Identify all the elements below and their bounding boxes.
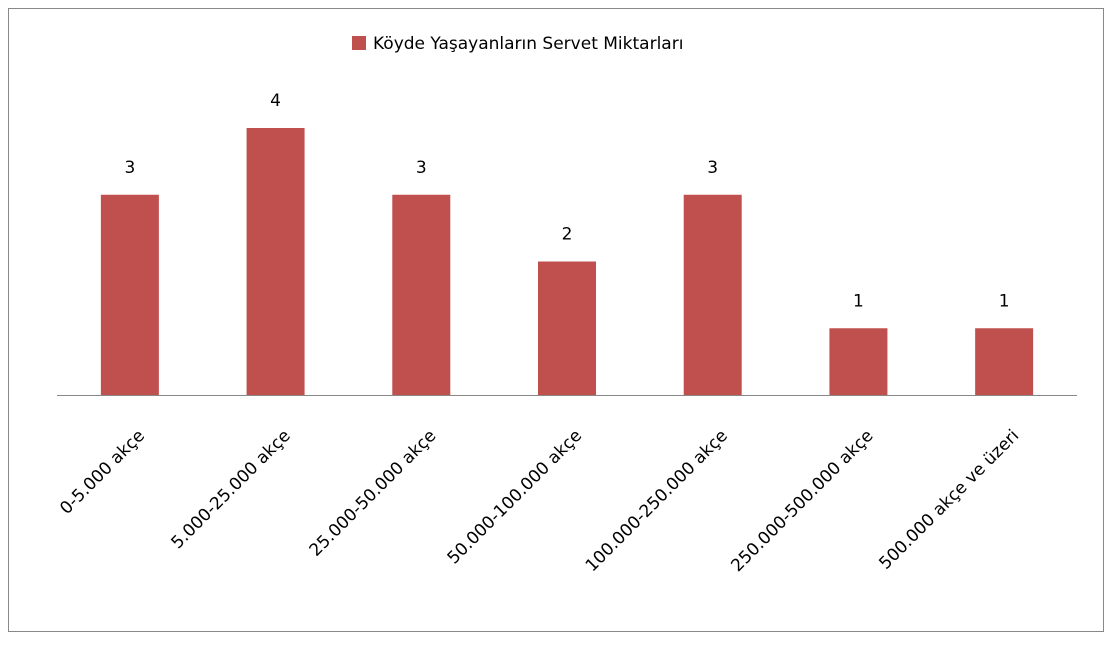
legend-swatch: [352, 36, 366, 50]
data-label: 3: [707, 158, 718, 178]
bar: [100, 194, 159, 395]
data-label: 4: [270, 91, 281, 111]
bar: [392, 194, 451, 395]
data-label: 1: [853, 291, 864, 311]
data-label: 1: [999, 291, 1010, 311]
bar: [538, 261, 596, 395]
bar: [246, 128, 305, 395]
data-label: 2: [562, 225, 573, 245]
data-label: 3: [416, 158, 427, 178]
data-label: 3: [124, 158, 135, 178]
bar: [975, 328, 1034, 395]
bar: [683, 194, 742, 395]
legend-label: Köyde Yaşayanların Servet Miktarları: [373, 34, 683, 54]
bar: [829, 328, 888, 395]
